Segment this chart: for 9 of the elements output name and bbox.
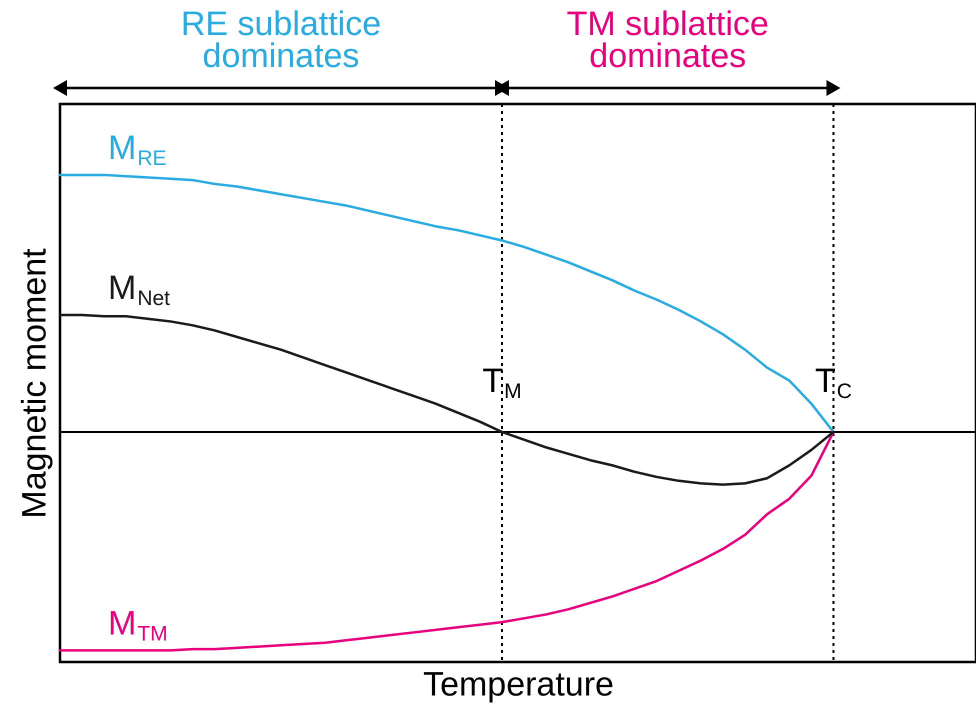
series-label: M$_{RE}$: [108, 128, 167, 170]
text: RE sublattice dominates: [180, 5, 382, 75]
series-label: M$_{Net}$: [108, 269, 170, 310]
x-axis-title: Temperature: [423, 666, 614, 704]
x-tick-label: T$_{C}$: [814, 362, 852, 403]
series-label: M$_{TM}$: [108, 604, 168, 646]
text: TM sublattice dominates: [566, 5, 769, 75]
y-axis-title: Magnetic moment: [16, 248, 54, 519]
x-tick-label: T$_{M}$: [482, 362, 522, 403]
